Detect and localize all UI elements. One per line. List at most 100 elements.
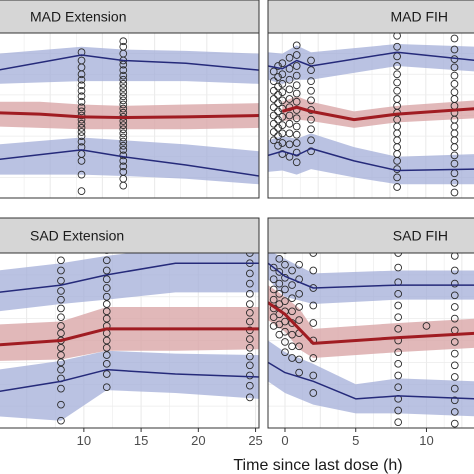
upper-percentile-line	[0, 262, 259, 293]
observed-point	[450, 338, 459, 346]
observed-point	[288, 266, 296, 275]
observed-point	[285, 119, 294, 128]
observed-point	[275, 254, 284, 263]
lower-percentile-line	[268, 147, 474, 172]
lower-percentile-band	[268, 133, 474, 185]
observed-point	[274, 124, 282, 132]
panel-3: SAD FIH 0 5 10	[267, 217, 474, 448]
plot-area	[0, 253, 259, 458]
observed-point	[450, 266, 459, 275]
observed-point	[450, 151, 459, 160]
observed-point	[393, 157, 401, 165]
observed-point	[245, 269, 254, 278]
observed-point	[393, 173, 401, 182]
observed-point	[275, 289, 284, 298]
observed-point	[57, 343, 65, 352]
lower-percentile-line	[268, 361, 474, 400]
observed-point	[450, 373, 459, 381]
observed-point	[394, 313, 403, 322]
x-tick-label: 20	[191, 433, 205, 448]
observed-point	[119, 37, 128, 46]
observed-point	[309, 319, 318, 327]
panel-strip	[267, 0, 474, 34]
observed-point	[77, 75, 86, 84]
observed-point	[269, 111, 278, 120]
observed-point	[77, 97, 86, 106]
observed-point	[269, 322, 278, 330]
observed-point	[394, 371, 403, 380]
observed-point	[103, 451, 110, 458]
observed-point	[274, 115, 282, 124]
observed-point	[450, 179, 459, 187]
observed-point	[274, 141, 282, 150]
observed-point	[281, 338, 289, 346]
observed-point	[57, 329, 65, 338]
observed-point	[269, 263, 278, 272]
x-tick-label: 15	[134, 433, 148, 448]
observed-point	[119, 75, 128, 84]
panel-title: MAD Extension	[30, 9, 126, 25]
observed-point	[77, 92, 86, 101]
observed-point	[278, 88, 287, 96]
observed-point	[281, 327, 289, 336]
observed-point	[57, 256, 65, 265]
observed-point	[307, 136, 315, 145]
observed-point	[281, 348, 289, 357]
observed-point	[285, 53, 294, 62]
observed-point	[295, 368, 303, 377]
observed-point	[77, 124, 86, 132]
observed-point	[77, 107, 86, 116]
observed-point	[119, 137, 128, 146]
observed-point	[269, 77, 278, 85]
observed-point	[102, 336, 111, 345]
observed-point	[288, 281, 296, 289]
panel-0: MAD Extension	[0, 0, 260, 199]
observed-point	[119, 96, 128, 105]
observed-point	[285, 85, 294, 94]
observed-point	[393, 183, 401, 191]
observed-point	[77, 132, 86, 140]
panel-title: SAD Extension	[30, 228, 124, 244]
observed-point	[102, 275, 111, 284]
observed-point	[274, 82, 282, 91]
observed-point	[393, 33, 401, 40]
upper-percentile-band	[0, 46, 259, 84]
observed-point	[394, 406, 403, 415]
observed-point	[57, 266, 65, 275]
panel-border	[267, 32, 474, 199]
observed-point	[307, 77, 315, 85]
observed-point	[77, 86, 86, 95]
observed-point	[57, 400, 65, 409]
observed-point	[57, 276, 65, 285]
observed-point	[57, 322, 65, 330]
plot-area	[268, 253, 474, 428]
observed-point	[102, 256, 111, 265]
observed-point	[119, 71, 128, 80]
x-tick-label: 10	[419, 433, 433, 448]
observed-point	[292, 41, 301, 50]
observed-point	[274, 62, 282, 70]
observed-point	[278, 59, 287, 68]
observed-point	[57, 351, 65, 359]
panel-2: SAD Extension 10 15 20 25	[0, 217, 263, 458]
observed-point	[245, 393, 254, 402]
observed-point	[274, 91, 282, 99]
observed-point	[295, 355, 303, 364]
observed-point	[102, 383, 111, 392]
observed-point	[450, 419, 459, 428]
observed-point	[281, 297, 289, 305]
observed-point	[245, 352, 254, 361]
observed-point	[119, 121, 128, 129]
x-tick-label: 5	[352, 433, 359, 448]
observed-point	[450, 159, 459, 168]
observed-point	[288, 307, 296, 316]
observed-point	[309, 354, 318, 362]
observed-point	[245, 371, 254, 380]
observed-point	[288, 294, 296, 303]
observed-point	[450, 384, 459, 393]
observed-point	[450, 279, 459, 288]
observed-point	[394, 324, 403, 333]
observed-point	[278, 121, 287, 129]
observed-point	[394, 301, 403, 310]
